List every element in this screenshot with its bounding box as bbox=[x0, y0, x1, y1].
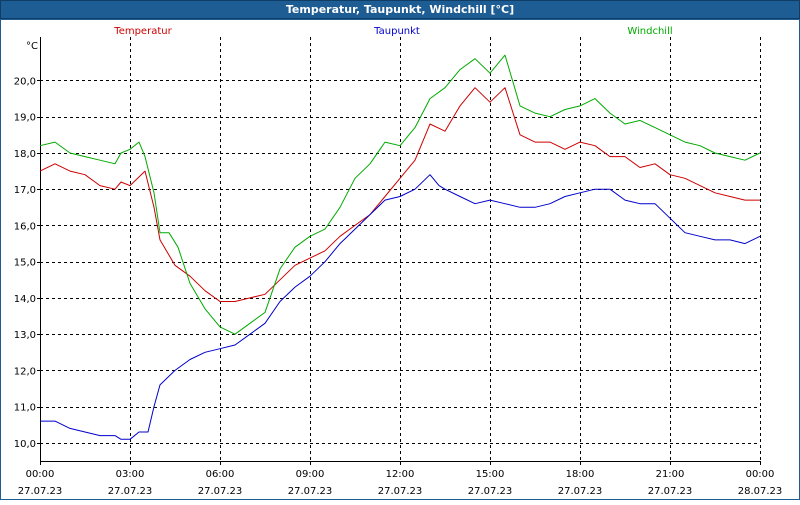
x-tick-time-label: 18:00 bbox=[566, 469, 595, 480]
y-tick-label: 13,0 bbox=[14, 330, 36, 341]
window-title: Temperatur, Taupunkt, Windchill [°C] bbox=[0, 0, 800, 19]
x-tick-time-label: 03:00 bbox=[116, 469, 145, 480]
y-tick-label: 14,0 bbox=[14, 294, 36, 305]
x-tick-date-label: 27.07.23 bbox=[288, 486, 333, 497]
x-tick-time-label: 15:00 bbox=[476, 469, 505, 480]
x-tick-date-label: 27.07.23 bbox=[18, 486, 63, 497]
y-tick-label: 12,0 bbox=[14, 366, 36, 377]
line-chart: 10,0 11,0 12,0 13,0 14,0 15,0 16,0 17,0 18,0 19,0… bbox=[0, 19, 800, 500]
y-axis-label: °C bbox=[26, 41, 38, 52]
y-tick-label: 16,0 bbox=[14, 221, 36, 232]
x-tick-date-label: 27.07.23 bbox=[558, 486, 603, 497]
x-tick-time-label: 09:00 bbox=[296, 469, 325, 480]
y-tick-label: 20,0 bbox=[14, 76, 36, 87]
series-line-windchill bbox=[39, 54, 761, 335]
series-line-temperatur bbox=[39, 87, 760, 302]
y-tick-label: 17,0 bbox=[14, 185, 36, 196]
x-tick-date-label: 27.07.23 bbox=[378, 486, 423, 497]
x-tick-date-label: 27.07.23 bbox=[648, 486, 693, 497]
y-tick-label: 15,0 bbox=[14, 258, 36, 269]
x-tick-date-label: 28.07.23 bbox=[738, 486, 783, 497]
x-tick-date-label: 27.07.23 bbox=[468, 486, 513, 497]
x-tick-time-label: 00:00 bbox=[746, 469, 775, 480]
y-tick-label: 19,0 bbox=[14, 113, 36, 124]
x-tick-date-label: 27.07.23 bbox=[198, 486, 243, 497]
legend-taupunkt: Taupunkt bbox=[373, 26, 420, 37]
legend-windchill: Windchill bbox=[627, 26, 672, 37]
y-tick-label: 10,0 bbox=[14, 439, 36, 450]
series-line-taupunkt bbox=[40, 174, 761, 440]
x-tick-time-label: 21:00 bbox=[656, 469, 685, 480]
legend-temperatur: Temperatur bbox=[113, 26, 172, 37]
x-tick-date-label: 27.07.23 bbox=[108, 486, 153, 497]
y-tick-label: 18,0 bbox=[14, 149, 36, 160]
x-tick-time-label: 06:00 bbox=[206, 469, 235, 480]
x-tick-time-label: 12:00 bbox=[386, 469, 415, 480]
y-tick-label: 11,0 bbox=[14, 403, 36, 414]
x-tick-time-label: 00:00 bbox=[26, 469, 55, 480]
chart-area: 10,0 11,0 12,0 13,0 14,0 15,0 16,0 17,0 18,0 19,0… bbox=[0, 19, 800, 500]
